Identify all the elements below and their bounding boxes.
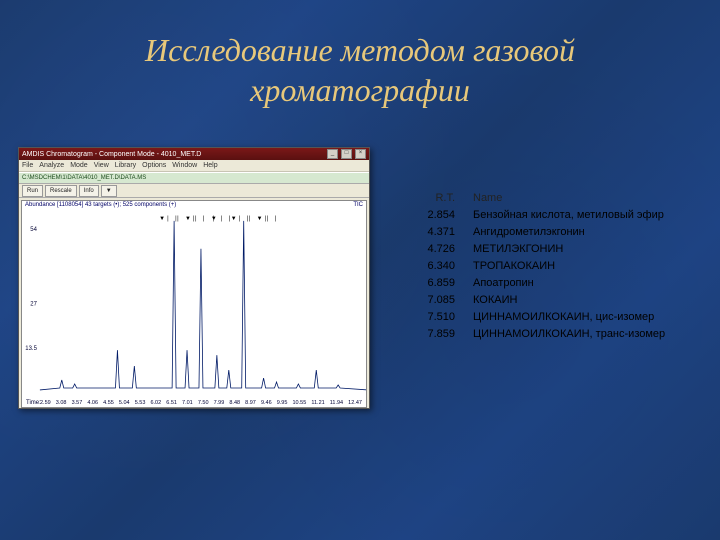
plot-header-right: TIC xyxy=(353,202,363,208)
table-row: 4.726МЕТИЛЭКГОНИН xyxy=(400,241,665,258)
time-tick: 4.06 xyxy=(87,400,98,406)
dropdown-button[interactable]: ▼ xyxy=(101,185,117,197)
maximize-button[interactable]: □ xyxy=(341,149,352,159)
table-header: R.T. Name xyxy=(400,190,665,207)
svg-text:▼: ▼ xyxy=(159,216,165,222)
time-tick: 8.48 xyxy=(229,400,240,406)
time-tick: 10.55 xyxy=(293,400,307,406)
time-tick: 6.51 xyxy=(166,400,177,406)
table-row: 4.371Ангидрометилэкгонин xyxy=(400,224,665,241)
chromatogram-plot[interactable]: Abundance [1108054] 43 targets (•); 525 … xyxy=(21,200,367,408)
svg-text:13.5: 13.5 xyxy=(25,346,37,352)
svg-text:▼: ▼ xyxy=(185,216,191,222)
amdis-window: AMDIS Chromatogram - Component Mode - 40… xyxy=(18,147,370,409)
time-tick: 5.53 xyxy=(135,400,146,406)
table-row: 7.859ЦИННАМОИЛКОКАИН, транс-изомер xyxy=(400,326,665,343)
svg-text:|: | xyxy=(177,216,179,222)
table-row: 7.085КОКАИН xyxy=(400,292,665,309)
slide: Исследование методом газовой хроматограф… xyxy=(0,0,720,540)
svg-text:|: | xyxy=(167,216,169,222)
menu-file[interactable]: File xyxy=(22,162,33,169)
time-tick: 9.46 xyxy=(261,400,272,406)
cell-name: Апоатропин xyxy=(473,275,534,292)
time-tick: 8.97 xyxy=(245,400,256,406)
time-tick: 6.02 xyxy=(150,400,161,406)
svg-text:▼: ▼ xyxy=(231,216,237,222)
cell-rt: 4.371 xyxy=(400,224,473,241)
info-button[interactable]: Info xyxy=(79,185,99,197)
cell-name: МЕТИЛЭКГОНИН xyxy=(473,241,563,258)
time-tick: 3.57 xyxy=(72,400,83,406)
menu-view[interactable]: View xyxy=(94,162,109,169)
table-row: 2.854Бензойная кислота, метиловый эфир xyxy=(400,207,665,224)
header-name: Name xyxy=(473,190,502,207)
cell-name: ЦИННАМОИЛКОКАИН, транс-изомер xyxy=(473,326,665,343)
file-path: C:\MSDCHEM\1\DATA\4010_MET.D\DATA.MS xyxy=(22,175,146,181)
svg-text:|: | xyxy=(275,216,277,222)
cell-rt: 7.510 xyxy=(400,309,473,326)
time-tick: 7.50 xyxy=(198,400,209,406)
time-tick: 12.47 xyxy=(348,400,362,406)
menu-options[interactable]: Options xyxy=(142,162,166,169)
window-menubar: File Analyze Mode View Library Options W… xyxy=(19,160,369,172)
cell-rt: 2.854 xyxy=(400,207,473,224)
svg-text:|: | xyxy=(239,216,241,222)
cell-rt: 7.085 xyxy=(400,292,473,309)
menu-window[interactable]: Window xyxy=(172,162,197,169)
time-tick: 2.59 xyxy=(40,400,51,406)
time-tick: 9.95 xyxy=(277,400,288,406)
cell-rt: 6.340 xyxy=(400,258,473,275)
cell-name: Бензойная кислота, метиловый эфир xyxy=(473,207,664,224)
slide-title: Исследование методом газовой хроматограф… xyxy=(0,30,720,110)
close-button[interactable]: × xyxy=(355,149,366,159)
time-tick: 4.55 xyxy=(103,400,114,406)
time-label: Time: xyxy=(26,400,41,406)
time-tick: 3.08 xyxy=(56,400,67,406)
chromatogram-svg: 542713.5▼|||▼|||▼|||▼|||▼||| xyxy=(22,211,366,396)
time-axis: Time: 2.593.083.574.064.555.045.536.026.… xyxy=(40,400,362,406)
title-line-1: Исследование методом газовой xyxy=(145,32,575,68)
window-buttons: _ □ × xyxy=(326,149,366,159)
svg-text:▼: ▼ xyxy=(257,216,263,222)
time-tick: 11.94 xyxy=(330,400,343,406)
time-tick: 5.04 xyxy=(119,400,130,406)
menu-analyze[interactable]: Analyze xyxy=(39,162,64,169)
cell-rt: 7.859 xyxy=(400,326,473,343)
cell-name: КОКАИН xyxy=(473,292,517,309)
time-tick: 11.21 xyxy=(311,400,324,406)
svg-text:|: | xyxy=(249,216,251,222)
minimize-button[interactable]: _ xyxy=(327,149,338,159)
window-toolbar: Run Rescale Info ▼ xyxy=(19,184,369,198)
plot-header-left: Abundance [1108054] 43 targets (•); 525 … xyxy=(25,202,176,208)
results-table: R.T. Name 2.854Бензойная кислота, метило… xyxy=(400,190,665,343)
menu-mode[interactable]: Mode xyxy=(70,162,88,169)
header-rt: R.T. xyxy=(400,190,473,207)
cell-name: ЦИННАМОИЛКОКАИН, цис-изомер xyxy=(473,309,654,326)
svg-text:|: | xyxy=(195,216,197,222)
svg-text:|: | xyxy=(267,216,269,222)
time-tick: 7.01 xyxy=(182,400,193,406)
menu-help[interactable]: Help xyxy=(203,162,217,169)
table-row: 6.859Апоатропин xyxy=(400,275,665,292)
window-title: AMDIS Chromatogram - Component Mode - 40… xyxy=(22,151,201,158)
cell-name: Ангидрометилэкгонин xyxy=(473,224,585,241)
menu-library[interactable]: Library xyxy=(115,162,136,169)
rescale-button[interactable]: Rescale xyxy=(45,185,77,197)
window-titlebar[interactable]: AMDIS Chromatogram - Component Mode - 40… xyxy=(19,148,369,160)
cell-rt: 6.859 xyxy=(400,275,473,292)
svg-text:|: | xyxy=(203,216,205,222)
table-row: 6.340ТРОПАКОКАИН xyxy=(400,258,665,275)
svg-text:54: 54 xyxy=(30,227,37,233)
table-row: 7.510ЦИННАМОИЛКОКАИН, цис-изомер xyxy=(400,309,665,326)
title-line-2: хроматографии xyxy=(250,72,470,108)
file-path-bar: C:\MSDCHEM\1\DATA\4010_MET.D\DATA.MS xyxy=(19,172,369,184)
run-button[interactable]: Run xyxy=(22,185,43,197)
svg-text:|: | xyxy=(221,216,223,222)
time-tick: 7.99 xyxy=(214,400,225,406)
cell-name: ТРОПАКОКАИН xyxy=(473,258,555,275)
cell-rt: 4.726 xyxy=(400,241,473,258)
plot-header: Abundance [1108054] 43 targets (•); 525 … xyxy=(22,201,366,209)
svg-text:27: 27 xyxy=(30,301,37,307)
